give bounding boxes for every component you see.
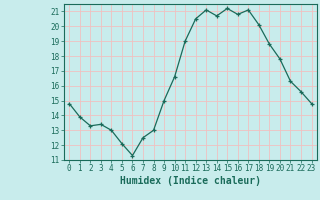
X-axis label: Humidex (Indice chaleur): Humidex (Indice chaleur) bbox=[120, 176, 261, 186]
